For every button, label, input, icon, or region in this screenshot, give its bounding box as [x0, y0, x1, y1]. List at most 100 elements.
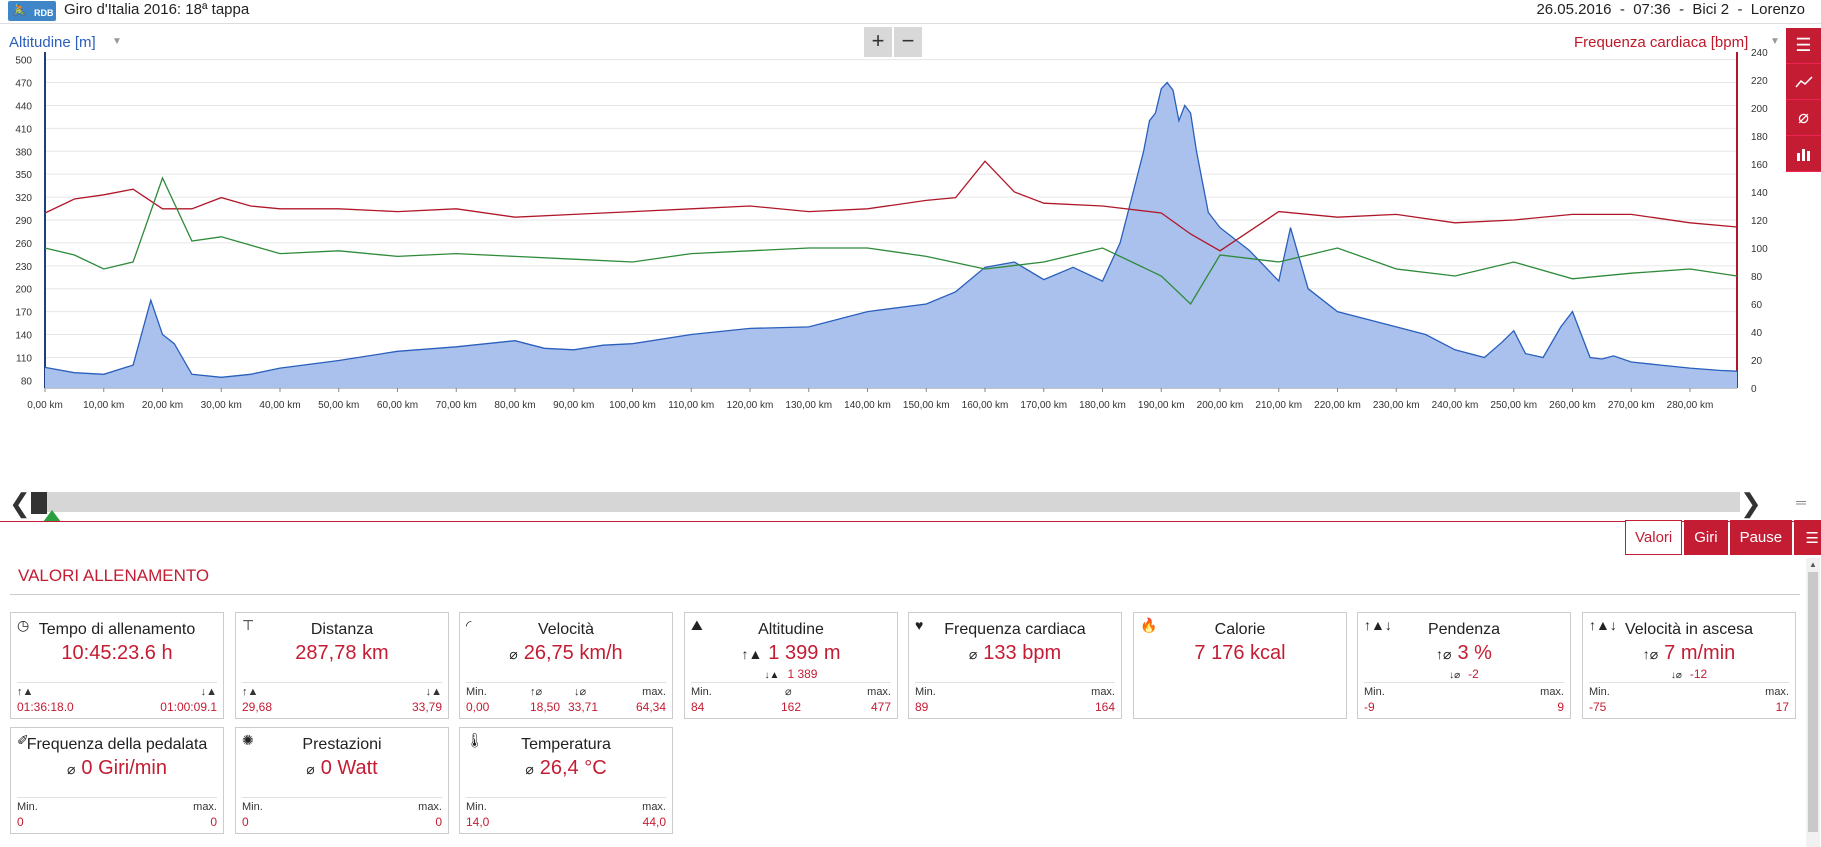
x-tick-label: 180,00 km: [1079, 400, 1126, 411]
max-label: max.: [1765, 686, 1789, 698]
bike-icon: 🚴: [12, 3, 27, 17]
card-value: ↑▲ 1 399 m: [685, 642, 897, 665]
card-avg-value: 162: [781, 700, 802, 714]
average-icon: ⌀: [66, 761, 76, 777]
chart-side-toolbar: ☰ ⌀: [1786, 28, 1821, 172]
x-tick-label: 210,00 km: [1255, 400, 1302, 411]
card-min-value: -9: [1364, 700, 1375, 714]
x-tick-label: 280,00 km: [1667, 400, 1714, 411]
card-calorie: 🔥 Calorie 7 176 kcal: [1133, 612, 1347, 719]
card-downhill-avg: 33,71: [568, 700, 599, 714]
x-tick-label: 190,00 km: [1138, 400, 1185, 411]
card-separator: [242, 682, 442, 683]
vertical-scroll-thumb[interactable]: [1808, 572, 1818, 832]
card-downhill-time: 01:00:09.1: [160, 700, 217, 714]
card-title: Velocità in ascesa: [1624, 621, 1754, 638]
scroll-right-arrow[interactable]: ❯: [1740, 488, 1762, 518]
scroll-left-arrow[interactable]: ❮: [9, 488, 31, 518]
chart-area[interactable]: 80 110 140 170 200 230 260 290 320 350 380 410 440 47…: [0, 24, 1821, 480]
card-title: Temperatura: [521, 736, 611, 753]
right-axis-select[interactable]: Frequenza cardiaca [bpm]: [1574, 34, 1749, 51]
uphill-icon: ↑▲: [741, 646, 763, 662]
min-label: Min.: [466, 801, 487, 813]
tab-giri[interactable]: Giri: [1684, 520, 1728, 555]
card-value: ↑⌀ 7 m/min: [1583, 642, 1795, 665]
left-tick-label: 470: [15, 79, 32, 90]
session-info: 26.05.2016 - 07:36 - Bici 2 - Lorenzo: [1536, 1, 1805, 18]
line-chart-icon[interactable]: [1786, 64, 1821, 100]
card-value-text: 0 Giri/min: [81, 757, 167, 779]
x-tick-label: 80,00 km: [494, 400, 535, 411]
card-uphill-avg: 18,50: [530, 700, 561, 714]
left-tick-label: 410: [15, 124, 32, 135]
bar-chart-icon[interactable]: [1786, 136, 1821, 172]
card-max-value: 477: [870, 700, 891, 714]
card-max-value: 164: [1094, 700, 1115, 714]
signpost-icon: ⊤: [242, 617, 255, 633]
min-label: Min.: [242, 801, 263, 813]
profile-chart[interactable]: 8011014017020023026029032035038041044047…: [0, 24, 1821, 480]
left-tick-label: 290: [15, 216, 32, 227]
card-title: Frequenza cardiaca: [944, 621, 1086, 638]
left-tick-label: 80: [21, 376, 33, 387]
scroll-handle[interactable]: [31, 492, 47, 514]
average-icon: ⌀: [968, 646, 978, 662]
right-tick-label: 0: [1751, 384, 1757, 395]
range-scrollbar[interactable]: ❮ ❯ ═: [0, 484, 1821, 522]
card-distanza: ⊤ Distanza 287,78 km ↑▲ ↓▲ 29,68 33,79: [235, 612, 449, 719]
card-value: ⌀ 133 bpm: [909, 642, 1121, 665]
scroll-up-icon[interactable]: ▲: [1809, 560, 1817, 569]
max-label: max.: [867, 686, 891, 698]
page-title: Giro d'Italia 2016: 18ª tappa: [64, 1, 250, 18]
average-icon[interactable]: ⌀: [1786, 100, 1821, 136]
card-min-value: 84: [691, 700, 705, 714]
card-value-text: 3 %: [1457, 642, 1492, 664]
left-axis-select[interactable]: Altitudine [m]: [9, 34, 96, 51]
logo-text: RDB: [34, 8, 54, 18]
max-label: max.: [642, 801, 666, 813]
right-tick-label: 40: [1751, 328, 1763, 339]
card-sub: ↓⌀ -12: [1583, 667, 1795, 681]
card-velocita-ascesa: ↑▲↓ Velocità in ascesa ↑⌀ 7 m/min ↓⌀ -12 M…: [1582, 612, 1796, 719]
tabs-menu-icon[interactable]: ☰: [1794, 520, 1821, 555]
scroll-menu-icon[interactable]: ═: [1796, 494, 1806, 510]
uphill-icon: ↑▲: [17, 686, 34, 698]
zoom-out-button[interactable]: −: [894, 27, 922, 57]
heart-icon: ♥: [915, 617, 924, 633]
right-tick-label: 80: [1751, 272, 1763, 283]
uphill-avg-icon: ↑⌀: [1436, 646, 1452, 662]
card-sub: ↓⌀ -2: [1358, 667, 1570, 681]
card-uphill-time: 01:36:18.0: [17, 700, 74, 714]
zoom-in-button[interactable]: +: [864, 27, 892, 57]
tab-pause[interactable]: Pause: [1729, 520, 1793, 555]
card-value: 10:45:23.6 h: [61, 642, 173, 664]
series-line-heart-rate: [44, 160, 1738, 252]
card-value-text: 0 Watt: [320, 757, 378, 779]
right-axis-caret-icon[interactable]: ▼: [1770, 36, 1780, 47]
card-separator: [1589, 682, 1789, 683]
session-user: Lorenzo: [1750, 1, 1805, 18]
card-min-value: 0,00: [466, 700, 490, 714]
left-axis-caret-icon[interactable]: ▼: [112, 36, 122, 47]
series-area-altitude: [45, 82, 1737, 388]
scroll-track[interactable]: [40, 492, 1740, 512]
card-temperatura: 🌡 Temperatura ⌀ 26,4 °C Min. max. 14,0 44…: [459, 727, 673, 834]
x-tick-label: 90,00 km: [553, 400, 594, 411]
x-tick-label: 30,00 km: [201, 400, 242, 411]
card-min-value: 0: [17, 815, 24, 829]
left-tick-label: 140: [15, 331, 32, 342]
x-tick-label: 50,00 km: [318, 400, 359, 411]
series-line-speed: [44, 176, 1738, 306]
card-title: Prestazioni: [302, 736, 382, 753]
x-tick-label: 150,00 km: [903, 400, 950, 411]
tab-valori[interactable]: Valori: [1625, 520, 1683, 555]
card-downhill-distance: 33,79: [411, 700, 442, 714]
downhill-icon: ↓▲: [425, 686, 442, 698]
vertical-scrollbar[interactable]: ▲: [1806, 558, 1820, 847]
card-title: Distanza: [310, 621, 374, 638]
left-tick-label: 350: [15, 170, 32, 181]
right-tick-label: 240: [1751, 48, 1768, 59]
x-tick-label: 100,00 km: [609, 400, 656, 411]
list-icon[interactable]: ☰: [1786, 28, 1821, 64]
position-marker[interactable]: [43, 510, 61, 522]
